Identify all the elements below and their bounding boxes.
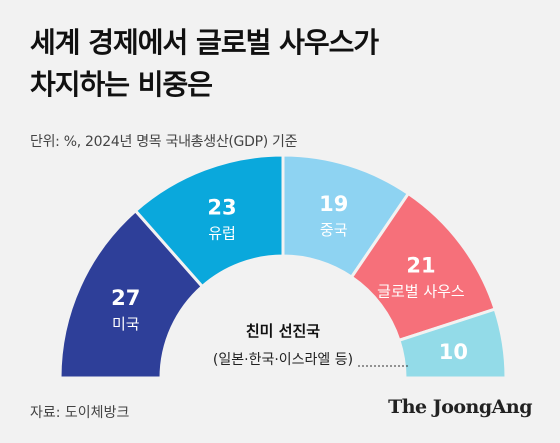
- slice-label-2: 중국: [320, 221, 348, 239]
- slice-value-0: 27: [111, 286, 140, 310]
- slice-value-4: 10: [439, 340, 468, 364]
- source-note: 자료: 도이체방크: [30, 405, 130, 421]
- slice-label-1: 유럽: [208, 225, 236, 243]
- title-line-2: 차지하는 비중은: [30, 68, 213, 101]
- title-line-1: 세계 경제에서 글로벌 사우스가: [30, 26, 379, 59]
- annotation-title: 친미 선진국: [246, 322, 320, 340]
- unit-note: 단위: %, 2024년 명목 국내총생산(GDP) 기준: [30, 134, 298, 150]
- chart-title: 세계 경제에서 글로벌 사우스가 차지하는 비중은: [30, 22, 379, 106]
- slice-4: [397, 307, 508, 380]
- slice-label-3: 글로벌 사우스: [377, 282, 465, 300]
- slice-value-2: 19: [319, 192, 348, 216]
- slice-value-3: 21: [406, 253, 435, 277]
- brand-logo: The JoongAng: [388, 396, 532, 418]
- slice-value-1: 23: [207, 196, 236, 220]
- slice-label-0: 미국: [112, 315, 140, 333]
- annotation-subtitle: (일본·한국·이스라엘 등): [213, 352, 353, 368]
